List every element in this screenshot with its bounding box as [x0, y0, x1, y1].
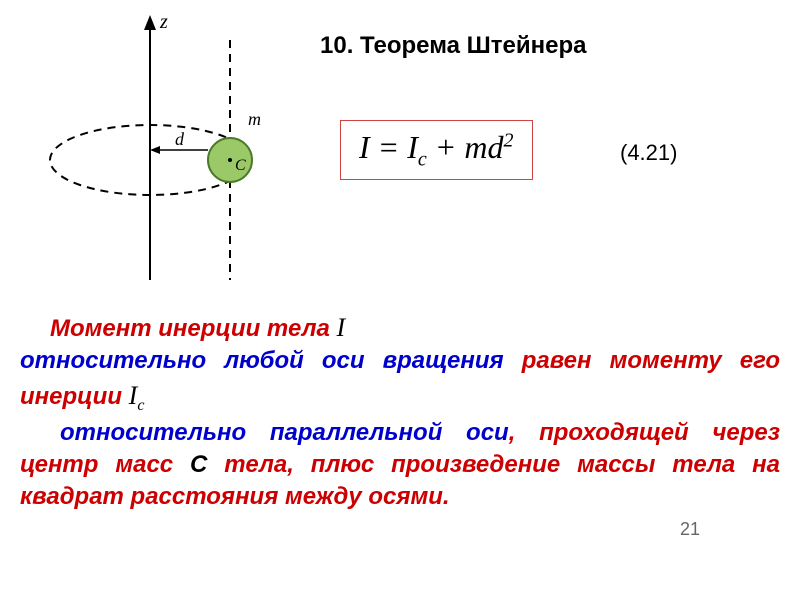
- formula-content: I = Ic + md2: [359, 129, 514, 165]
- text-part2-blue: относительно любой оси вращения: [20, 347, 504, 374]
- formula-box: I = Ic + md2: [340, 120, 533, 180]
- axis-label-z: z: [159, 11, 168, 33]
- var-I: I: [337, 313, 346, 342]
- text-part1: Момент инерции тела: [50, 315, 330, 342]
- page-number: 21: [680, 519, 700, 540]
- text-center-C: C: [190, 451, 207, 478]
- equation-number: (4.21): [620, 140, 677, 166]
- distance-label: d: [175, 129, 185, 149]
- var-Ic: Ic: [129, 381, 145, 410]
- text-part3-blue: относительно параллельной оси: [60, 419, 509, 446]
- physics-diagram: z C m d: [30, 10, 280, 290]
- section-title: 10. Теорема Штейнера: [320, 32, 586, 60]
- center-label: C: [235, 157, 246, 174]
- theorem-text: Момент инерции тела I относительно любой…: [20, 310, 780, 514]
- mass-label: m: [248, 109, 261, 129]
